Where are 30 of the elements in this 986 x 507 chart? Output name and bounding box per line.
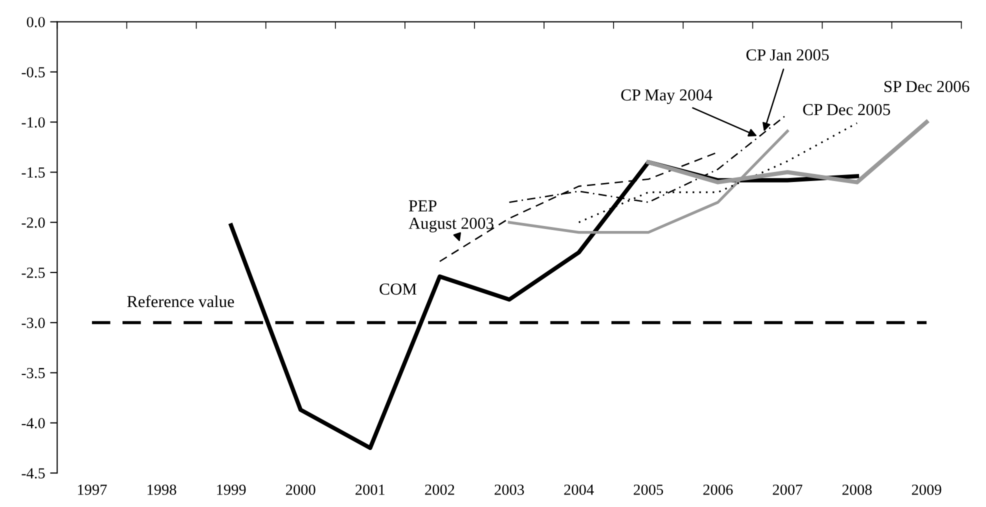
- series-label: COM: [380, 284, 416, 295]
- text: SP Dec 2006: [884, 80, 970, 92]
- text: CP Jan 2005: [746, 49, 829, 61]
- y-tick-label: -1.5: [22, 167, 45, 178]
- x-tick-label: 2004: [564, 484, 594, 495]
- y-tick-label: -0.5: [22, 67, 45, 78]
- x-tick-label: 1997: [78, 484, 107, 495]
- x-tick-label: 2002: [425, 484, 454, 495]
- y-tick-label: -3.5: [22, 368, 45, 378]
- y-tick-label: -3.0: [22, 318, 45, 328]
- x-tick-label: 2001: [356, 484, 385, 495]
- x-tick-label: 2008: [842, 484, 872, 495]
- series-label: CP Dec 2005: [803, 104, 890, 116]
- x-tick-label: 1999: [217, 484, 246, 495]
- text: CP May 2004: [621, 89, 712, 104]
- x-tick-label: 2006: [703, 484, 733, 495]
- x-tick-label: 2009: [912, 484, 942, 495]
- x-tick-label: 2005: [634, 484, 664, 495]
- x-tick-label: 2007: [772, 484, 802, 495]
- y-tick-label: -4.0: [22, 418, 45, 428]
- y-tick-label: 0.0: [26, 16, 45, 28]
- ref-line-label: Reference value: [127, 295, 234, 308]
- series-label: PEP August 2003: [408, 200, 494, 232]
- y-tick-label: -4.5: [22, 468, 45, 479]
- y-tick-label: -1.0: [22, 117, 45, 128]
- y-tick-label: -2.5: [22, 268, 45, 278]
- y-tick-label: -2.0: [22, 217, 45, 228]
- x-tick-label: 2003: [494, 484, 524, 495]
- x-tick-label: 2000: [286, 484, 316, 495]
- x-tick-label: 1998: [148, 484, 176, 495]
